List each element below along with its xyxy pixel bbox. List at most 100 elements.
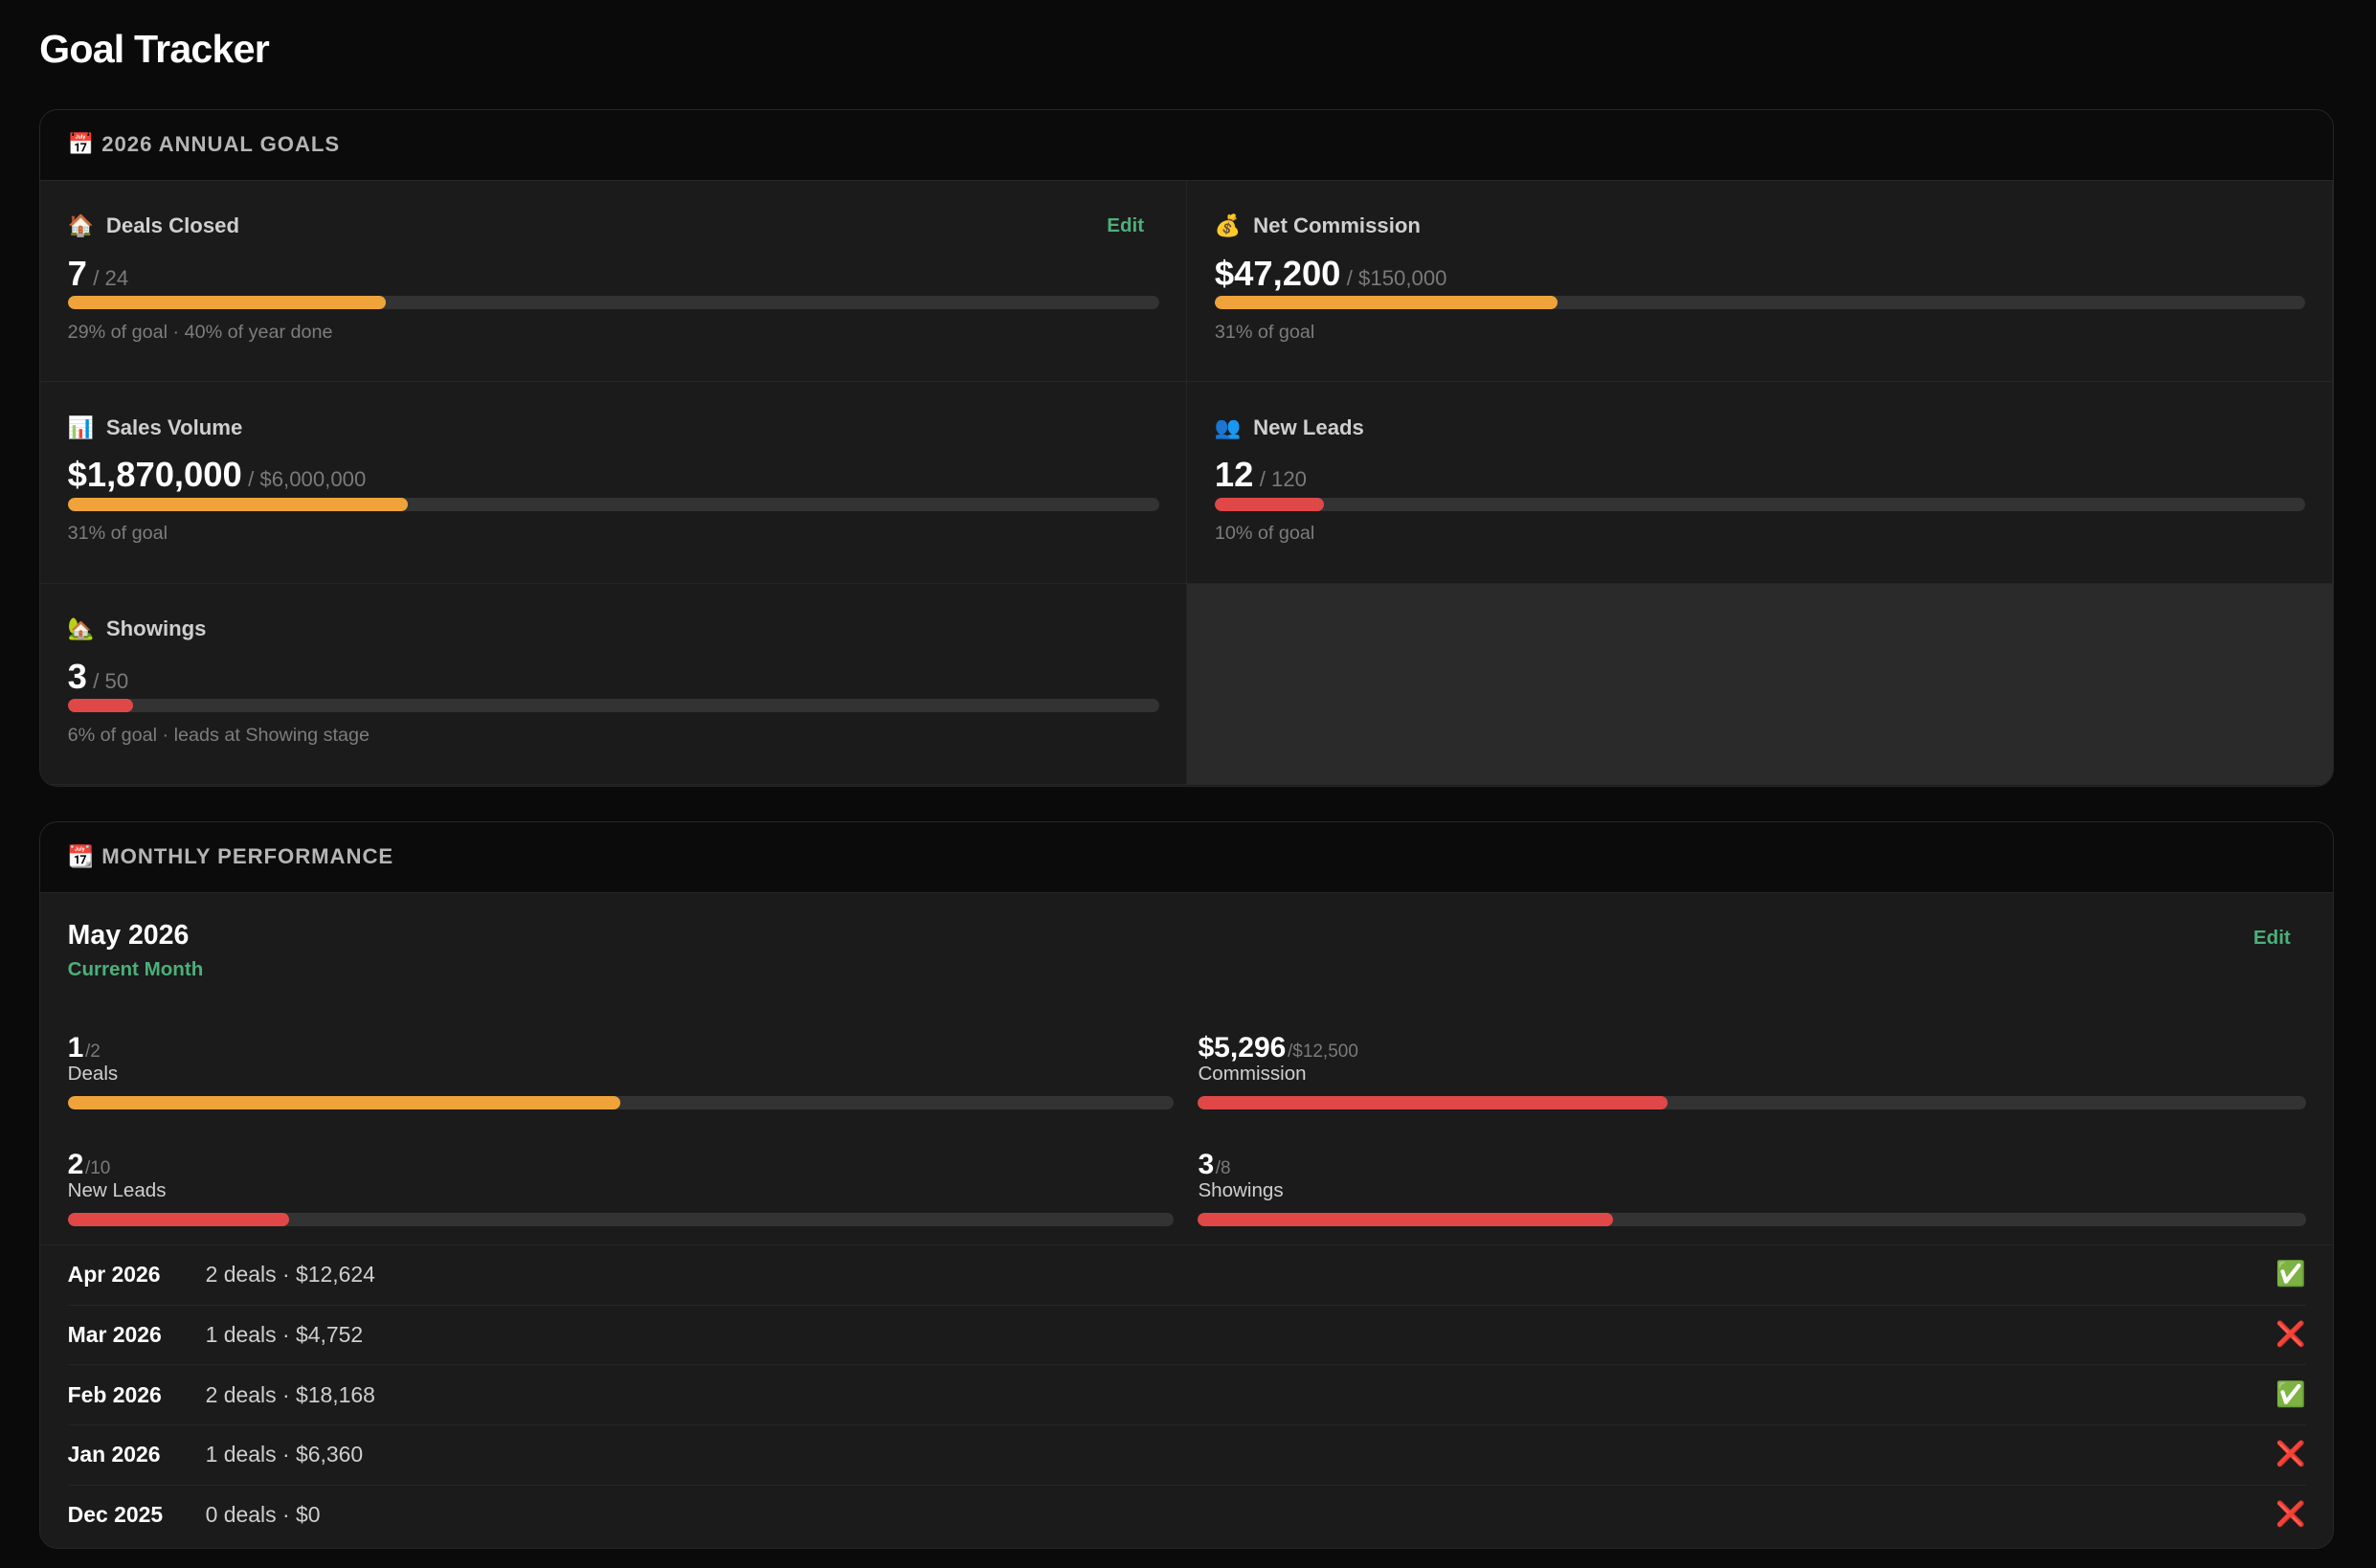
history-month: Feb 2026 [67,1381,162,1407]
progress-fill [67,1095,621,1110]
goal-note: 31% of goal [1214,321,1315,343]
goal-name-row: 🏡 Showings [68,614,1159,644]
history-month: Mar 2026 [67,1322,162,1348]
history-status: ❌ [2275,1321,2306,1349]
history-month: Jan 2026 [67,1442,161,1467]
goal-target: / 120 [1259,467,1307,492]
goal-current: 7 [67,253,87,293]
progress-fill [1214,296,1558,310]
goal-cell: 💰 Net Commission $47,200/ $150,000 31% of g… [1187,180,2334,383]
month-header: May 2026 Current Month Edit [40,893,2333,1011]
history-row: Apr 2026 2 deals · $12,624 ✅ [67,1245,2306,1306]
edit-button[interactable]: Edit [1107,213,1145,236]
card-heading: 📆 MONTHLY PERFORMANCE [40,821,2334,893]
history-row: Feb 2026 2 deals · $18,168 ✅ [67,1365,2306,1426]
goal-target: / 50 [93,668,129,693]
month-stat: 2/10 New Leads [67,1149,1175,1244]
month-status: Current Month [67,957,204,980]
progress-fill [1198,1212,1614,1226]
annual-card: 📅 2026 ANNUAL GOALS 🏠 Deals Closed Edit 7/ … [39,108,2335,787]
history-status: ✅ [2275,1261,2306,1288]
history-row: Mar 2026 1 deals · $4,752 ❌ [67,1306,2306,1366]
goal-target: / 24 [93,265,129,290]
goal-icon: 💰 [1214,213,1242,238]
goal-cell: 👥 New Leads 12/ 120 10% of goal [1187,382,2334,584]
goal-cell: 📊 Sales Volume $1,870,000/ $6,000,000 31% o… [40,382,1188,584]
goal-name: Showings [105,616,207,641]
goal-target: / $150,000 [1346,265,1447,290]
goal-icon: 🏠 [67,213,95,238]
progress-track [1214,296,2305,310]
goal-value: 3/ 50 [68,657,1159,699]
history-month: Dec 2025 [67,1502,164,1528]
goal-note: 31% of goal [67,523,168,545]
goal-current: 3 [67,656,87,696]
stat-target: /$12,500 [1287,1042,1358,1063]
goal-note: 6% of goal · leads at Showing stage [67,724,370,746]
history-status: ❌ [2275,1441,2306,1468]
progress-fill [67,699,134,713]
stat-value: 3/8 [1198,1149,2305,1181]
goal-name-row: 💰 Net Commission [1215,211,2305,241]
history-list: Apr 2026 2 deals · $12,624 ✅ Mar 2026 1 deal… [40,1245,2333,1545]
empty-cell [1187,583,2334,786]
goal-cell: 🏠 Deals Closed Edit 7/ 24 29% of goal · 40% … [40,180,1188,383]
goal-name-row: 📊 Sales Volume [68,413,1159,443]
goal-target: / $6,000,000 [248,467,367,492]
page-title: Goal Tracker [39,27,270,72]
history-summary: 2 deals · $18,168 [205,1381,375,1407]
progress-track [67,296,1159,310]
stat-target: /2 [84,1042,101,1063]
progress-fill [1214,497,1324,511]
month-stat: 1/2 Deals [67,1032,1175,1128]
goal-icon: 📊 [67,414,95,439]
history-status: ❌ [2275,1501,2306,1529]
edit-button[interactable]: Edit [2253,926,2291,949]
stat-current: 3 [1198,1149,1215,1181]
goal-value: $1,870,000/ $6,000,000 [68,455,1159,497]
stat-value: 2/10 [67,1149,1175,1181]
month-stats: 1/2 Deals $5,296/$12,500 Commission 2/10 New … [40,1011,2334,1245]
progress-track [1198,1212,2306,1226]
goal-current: 12 [1214,455,1254,495]
history-summary: 2 deals · $12,624 [205,1262,375,1288]
progress-track [67,699,1159,713]
progress-fill [1198,1095,1668,1110]
goal-value: $47,200/ $150,000 [1215,254,2305,296]
stat-label: New Leads [67,1178,167,1201]
history-summary: 1 deals · $4,752 [205,1322,364,1348]
stat-current: 1 [67,1032,84,1064]
stat-current: $5,296 [1198,1032,1287,1064]
stat-label: Commission [1198,1063,1307,1085]
history-status: ✅ [2275,1380,2306,1408]
goal-icon: 👥 [1214,414,1242,439]
stat-current: 2 [67,1149,84,1181]
stat-target: /10 [84,1158,111,1179]
history-row: Jan 2026 1 deals · $6,360 ❌ [67,1425,2306,1486]
goal-value: 12/ 120 [1215,455,2305,497]
goal-current: $47,200 [1214,253,1341,293]
goal-name-row: 🏠 Deals Closed [68,211,1159,241]
progress-track [67,497,1159,511]
goal-name-row: 👥 New Leads [1215,413,2305,443]
history-month: Apr 2026 [67,1262,161,1288]
goal-name: Deals Closed [105,213,240,238]
goal-grid: 🏠 Deals Closed Edit 7/ 24 29% of goal · 40% … [40,180,2334,786]
month-title: May 2026 [67,920,190,952]
progress-fill [67,497,408,511]
goal-name: Net Commission [1253,213,1421,238]
stat-target: /8 [1215,1158,1231,1179]
goal-note: 10% of goal [1214,523,1315,545]
goal-name: Sales Volume [105,414,243,439]
progress-track [1214,497,2305,511]
goal-cell: 🏡 Showings 3/ 50 6% of goal · leads at Show… [40,583,1188,786]
goal-current: $1,870,000 [67,455,242,495]
stat-value: 1/2 [67,1032,1175,1064]
month-stat: 3/8 Showings [1198,1149,2306,1244]
progress-fill [67,296,387,310]
goal-icon: 🏡 [67,616,95,641]
goal-value: 7/ 24 [68,254,1159,296]
progress-fill [67,1212,289,1226]
